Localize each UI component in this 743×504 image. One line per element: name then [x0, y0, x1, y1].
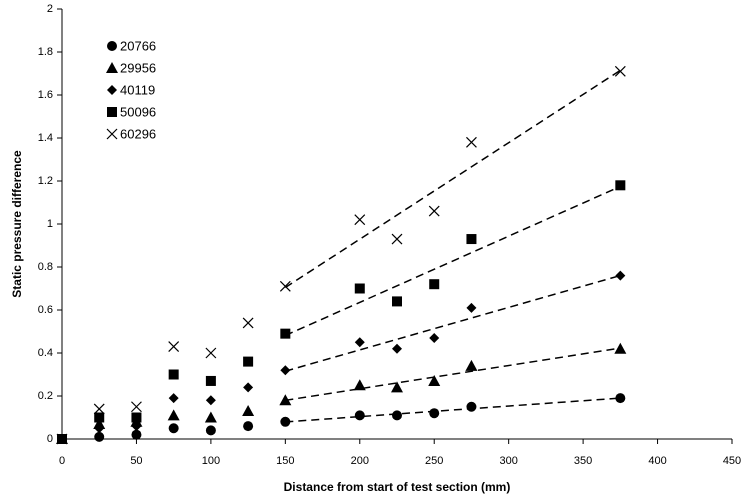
point [167, 409, 180, 421]
point [429, 332, 440, 343]
y-axis-title: Static pressure difference [10, 150, 24, 298]
y-tick-label: 0.6 [38, 304, 53, 316]
point [392, 343, 402, 354]
x-tick-label: 250 [425, 455, 443, 467]
point [243, 382, 254, 393]
point [131, 429, 142, 440]
point [354, 410, 365, 421]
legend-marker [106, 62, 118, 73]
legend-label: 60296 [120, 126, 156, 141]
point [93, 403, 105, 415]
y-tick-label: 0 [47, 433, 53, 445]
point [615, 393, 626, 404]
point [353, 379, 366, 391]
point [429, 408, 440, 419]
point [428, 374, 441, 386]
point [279, 280, 291, 292]
point [615, 270, 626, 281]
point [131, 421, 142, 432]
point [94, 431, 105, 442]
point [466, 234, 477, 245]
legend-label: 40119 [120, 82, 155, 97]
trendline [285, 274, 621, 372]
point [429, 279, 440, 290]
point [614, 342, 627, 354]
trendline [285, 397, 621, 423]
point [243, 356, 254, 367]
y-tick-label: 1.4 [38, 132, 53, 144]
point [56, 433, 68, 445]
x-tick-label: 450 [723, 455, 741, 467]
point [279, 394, 292, 406]
point [242, 405, 255, 417]
point [205, 375, 216, 386]
x-axis-title: Distance from start of test section (mm) [284, 480, 511, 494]
x-tick-label: 350 [574, 455, 592, 467]
point [391, 233, 403, 245]
legend-marker [107, 41, 117, 51]
trendline [284, 69, 621, 289]
point [428, 205, 440, 217]
legend-label: 20766 [120, 38, 156, 53]
point [243, 421, 254, 432]
legend-marker [107, 107, 117, 117]
point [392, 296, 402, 307]
point [280, 416, 291, 427]
trendline [285, 347, 621, 402]
x-tick-label: 100 [202, 455, 220, 467]
point [205, 425, 216, 436]
point [280, 328, 291, 339]
point [465, 359, 478, 371]
point [168, 369, 179, 380]
legend-label: 29956 [120, 60, 156, 75]
y-tick-label: 0.2 [38, 390, 53, 402]
point [131, 412, 142, 423]
point [354, 337, 365, 348]
point [204, 411, 217, 423]
point [466, 136, 477, 148]
point [168, 423, 179, 434]
y-tick-label: 0.4 [38, 347, 53, 359]
y-tick-label: 1 [47, 218, 53, 230]
x-tick-label: 150 [276, 455, 294, 467]
point [466, 302, 477, 313]
x-tick-label: 300 [499, 455, 517, 467]
x-tick-label: 50 [130, 455, 142, 467]
point [466, 401, 477, 412]
y-tick-label: 0.8 [38, 261, 53, 273]
point [614, 65, 626, 77]
y-tick-label: 1.6 [38, 89, 53, 101]
point [354, 214, 366, 226]
y-tick-label: 1.8 [38, 46, 53, 58]
point [615, 180, 626, 191]
legend-label: 50096 [120, 104, 156, 119]
point [94, 412, 105, 423]
x-tick-label: 200 [351, 455, 369, 467]
point [280, 365, 291, 376]
point [131, 401, 142, 413]
point [392, 410, 402, 421]
point [205, 395, 216, 406]
point [168, 393, 179, 404]
point [94, 423, 105, 434]
point [391, 381, 403, 393]
legend-marker [106, 128, 118, 140]
point [354, 283, 365, 294]
point [205, 347, 217, 359]
legend-marker [107, 85, 117, 95]
point [242, 317, 254, 329]
trendline [285, 185, 621, 337]
point [168, 341, 180, 352]
y-tick-label: 2 [47, 3, 53, 15]
y-tick-label: 1.2 [38, 175, 53, 187]
x-tick-label: 0 [59, 455, 65, 467]
x-tick-label: 400 [648, 455, 666, 467]
